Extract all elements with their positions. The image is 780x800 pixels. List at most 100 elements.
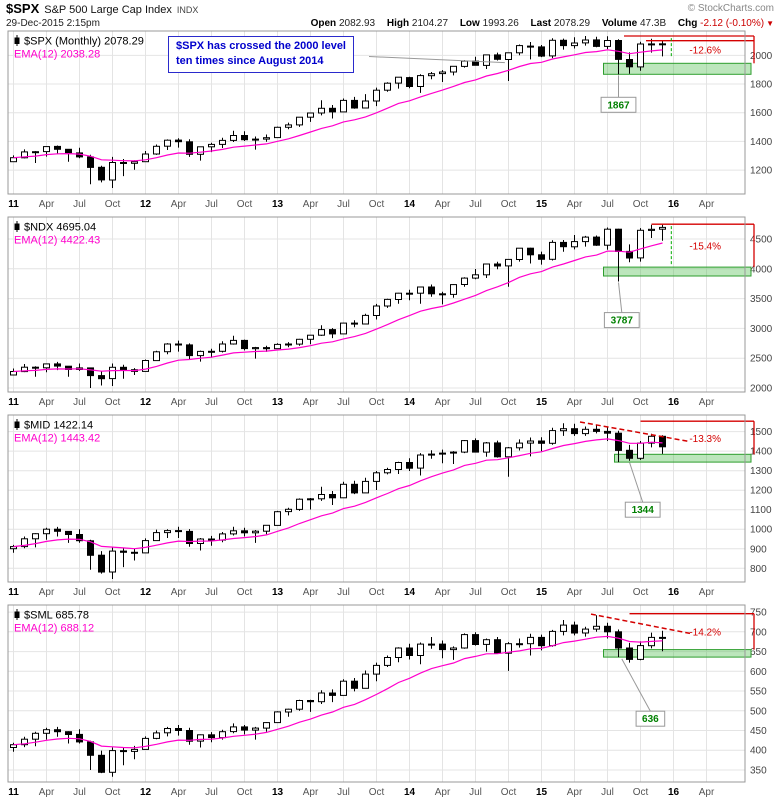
candle — [428, 72, 435, 80]
candle — [87, 154, 94, 185]
x-axis-label: 15 — [536, 587, 548, 598]
candle — [395, 647, 402, 663]
spx-chart-svg: 1200 1400 1600 1800 2000 -12.6% 1867 $SPX (Mont… — [7, 30, 773, 210]
x-axis-label: Apr — [303, 587, 319, 598]
candle — [164, 726, 171, 737]
candle — [153, 144, 160, 155]
volume-value: 47.3B — [640, 18, 667, 29]
candle — [516, 638, 523, 648]
x-axis-label: Oct — [237, 397, 253, 408]
ema-line — [13, 438, 663, 550]
candle — [109, 547, 116, 579]
candle — [120, 747, 127, 766]
symbol-legend-label: $SML 685.78 — [24, 610, 89, 622]
x-axis-label: Apr — [303, 199, 319, 210]
candle — [593, 425, 600, 434]
candle — [175, 725, 182, 736]
candle — [109, 156, 116, 188]
x-axis-label: Oct — [237, 199, 253, 210]
ema-line — [13, 49, 663, 162]
candle — [120, 364, 127, 379]
chg-label: Chg — [677, 18, 698, 29]
candle — [285, 122, 292, 130]
x-axis-label: Jul — [337, 587, 350, 598]
candlestick-series — [10, 224, 666, 388]
candle — [219, 137, 226, 148]
candle — [329, 328, 336, 339]
candle — [307, 112, 314, 122]
candle — [340, 98, 347, 113]
candle — [263, 134, 270, 142]
candle — [120, 547, 127, 568]
last-value: 2078.29 — [553, 18, 591, 29]
sml-chart-panel: 350 400 450 500 550 600 650 700 750 -14.2% 636 $SML… — [0, 604, 780, 800]
candle — [516, 44, 523, 56]
candle — [472, 632, 479, 646]
x-axis-label: Jul — [601, 199, 614, 210]
y-axis-label: 600 — [750, 667, 767, 678]
x-axis-label: 14 — [404, 587, 416, 598]
candle — [593, 235, 600, 246]
candle-glyph-icon — [14, 609, 20, 620]
chg-down-triangle-icon[interactable]: ▼ — [766, 19, 774, 28]
x-axis-label: Apr — [435, 397, 451, 408]
quote-line: Open 2082.93 High 2104.27 Low 1993.26 La… — [302, 17, 774, 30]
candle — [351, 96, 358, 109]
candle — [351, 678, 358, 692]
quote-row: Open 2082.93 High 2104.27 Low 1993.26 La… — [6, 17, 774, 31]
candle — [175, 526, 182, 538]
candle — [373, 662, 380, 682]
x-axis-label: 13 — [272, 199, 284, 210]
x-axis-label: Oct — [633, 587, 649, 598]
candle — [571, 37, 578, 49]
candle — [604, 227, 611, 250]
y-axis-label: 1800 — [750, 80, 773, 91]
candle — [142, 736, 149, 750]
quote-chg: Chg -2.12 (-0.10%) ▼ — [678, 18, 774, 29]
x-axis-label: Oct — [501, 199, 517, 210]
candle — [340, 481, 347, 499]
ema-line — [13, 242, 663, 373]
candle — [175, 138, 182, 148]
x-axis-label: Jul — [337, 787, 350, 798]
y-axis-label: 3000 — [750, 324, 773, 335]
x-axis-label: Apr — [39, 787, 55, 798]
candle — [164, 529, 171, 538]
symbol-name: S&P 500 Large Cap Index — [44, 4, 172, 16]
candle — [505, 52, 512, 81]
candle — [186, 529, 193, 547]
y-axis-label: 1600 — [750, 108, 773, 119]
x-axis-label: Apr — [567, 397, 583, 408]
candle — [626, 244, 633, 263]
symbol-legend-label: $SPX (Monthly) 2078.29 — [24, 36, 144, 48]
candle — [560, 38, 567, 50]
y-axis-label: 1200 — [750, 486, 773, 497]
callout-box — [635, 710, 666, 727]
y-axis-label: 2000 — [750, 384, 773, 395]
candle — [549, 240, 556, 261]
support-zone — [603, 266, 752, 277]
support-zone — [603, 649, 752, 658]
candle — [428, 284, 435, 297]
candle — [43, 363, 50, 373]
symbol: $SPX — [6, 1, 40, 16]
callout-label: 3787 — [611, 316, 634, 327]
candle — [351, 320, 358, 328]
candle — [637, 641, 644, 661]
x-axis-label: Jul — [601, 587, 614, 598]
candle — [637, 41, 644, 71]
candle — [560, 423, 567, 436]
candle — [307, 334, 314, 345]
candle — [197, 734, 204, 748]
candle — [87, 539, 94, 570]
candle — [406, 76, 413, 89]
candle — [516, 439, 523, 451]
candle — [659, 40, 666, 57]
candle — [76, 529, 83, 543]
x-axis-label: Jul — [337, 199, 350, 210]
candle — [230, 526, 237, 536]
candle — [186, 727, 193, 745]
